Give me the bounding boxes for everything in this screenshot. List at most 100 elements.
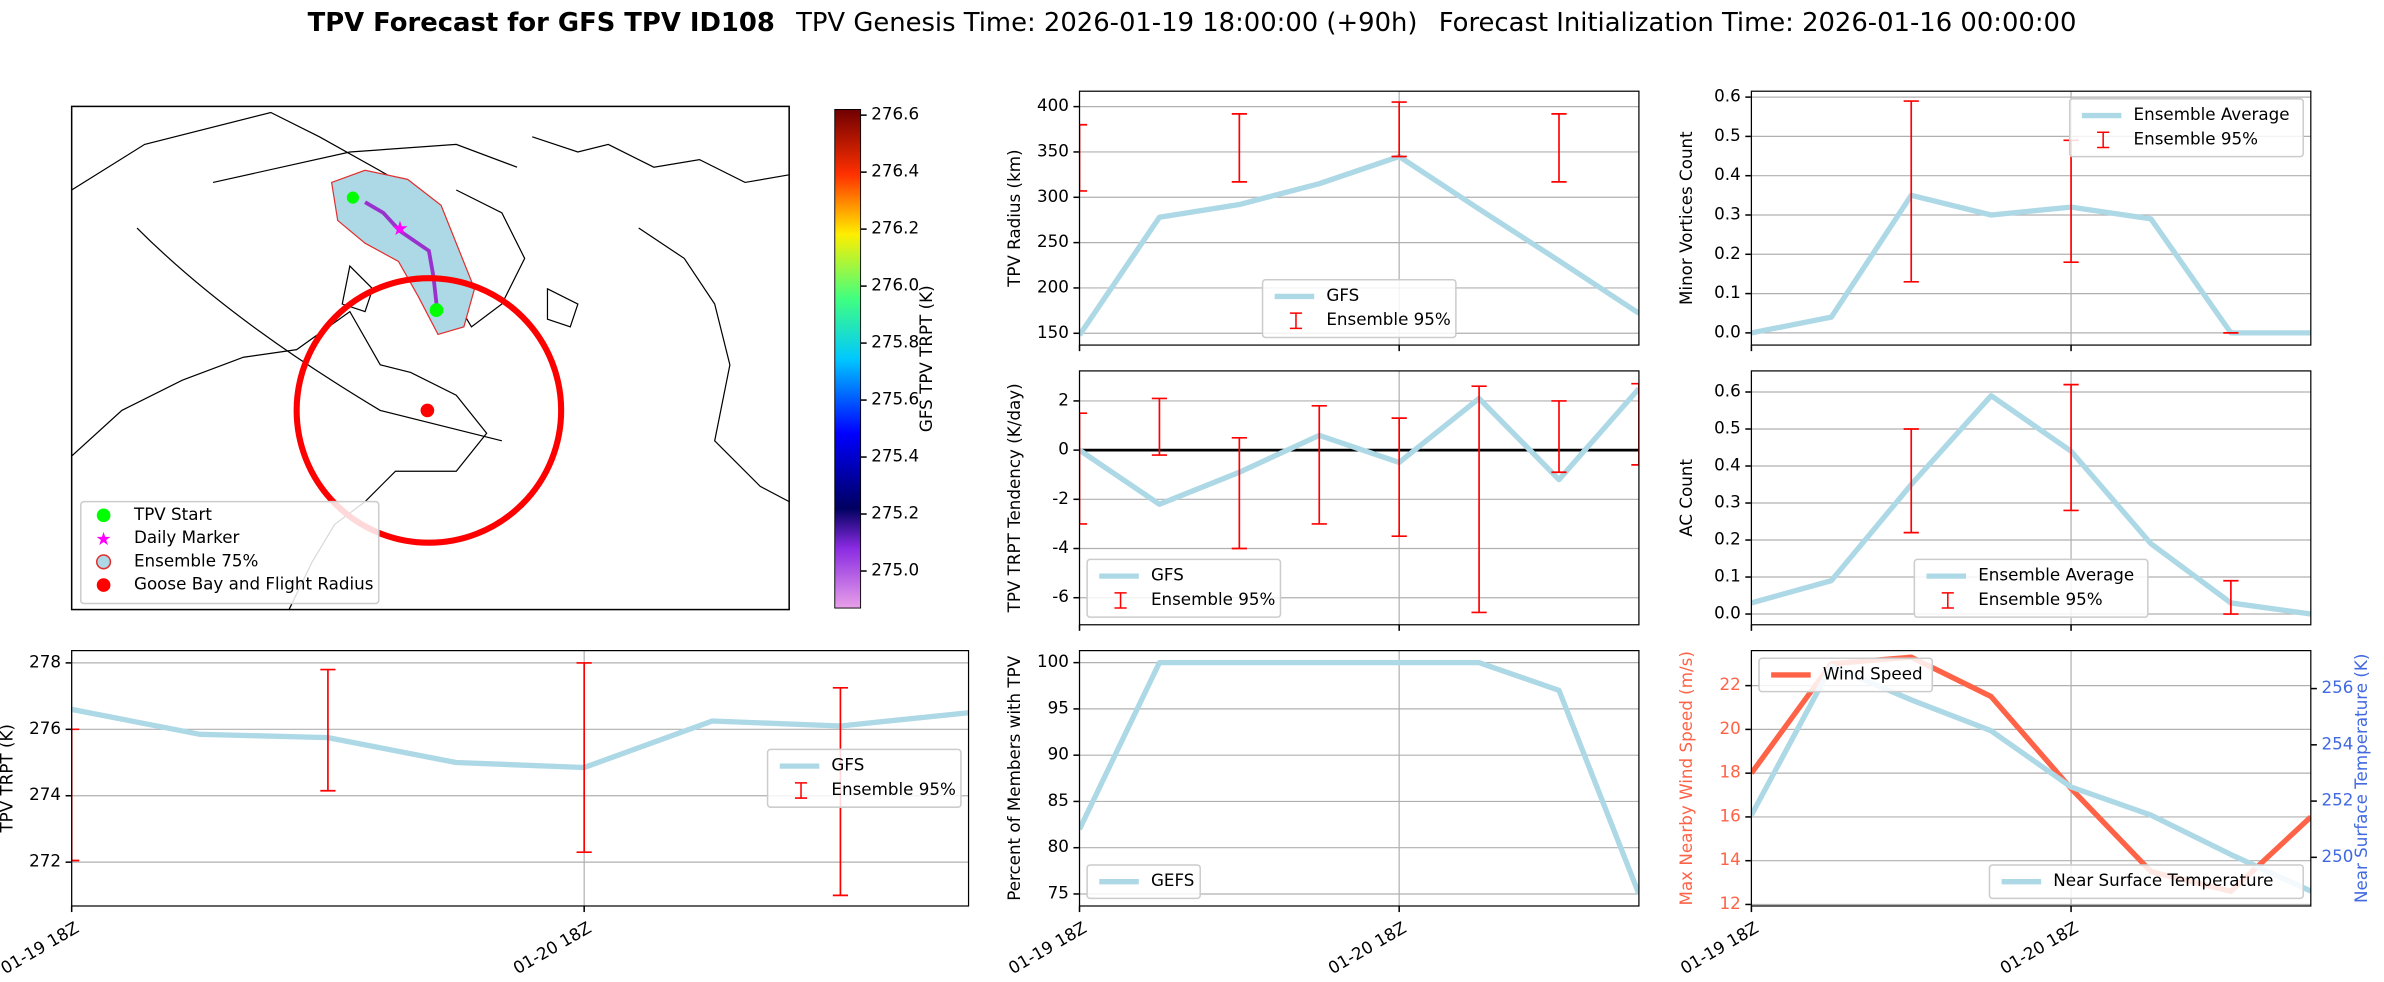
- plot-area: [1079, 382, 1639, 614]
- y-tick-label: 0.1: [1714, 566, 1741, 586]
- y-axis-label: AC Count: [1676, 459, 1696, 537]
- error-bar: [2063, 139, 2079, 263]
- legend-label: Ensemble 95%: [1978, 589, 2102, 609]
- legend-label: Near Surface Temperature: [2053, 870, 2273, 890]
- panel: -6 -4 -2 0 2 TPV TRPT Tendency (K/day) GFS Ense…: [1004, 370, 1640, 631]
- y-tick-label: 100: [1037, 651, 1069, 671]
- axes-frame: [1750, 90, 2312, 346]
- error-bar: [2223, 579, 2239, 615]
- plot-area: [1079, 659, 1639, 895]
- legend-label: Ensemble Average: [1978, 565, 2134, 585]
- legend-label: Ensemble 95%: [1326, 309, 1450, 329]
- axes-frame: [1078, 370, 1640, 626]
- ensemble-75-area: [330, 169, 476, 336]
- error-bar: [2063, 383, 2079, 512]
- y-axis-label: Percent of Members with TPV: [1004, 655, 1024, 901]
- error-bar: [1079, 123, 1088, 192]
- legend-label: Ensemble 95%: [1151, 589, 1275, 609]
- legend-swatch: [1289, 312, 1303, 330]
- error-bar: [1551, 400, 1567, 474]
- error-bar: [1551, 113, 1567, 183]
- y-tick-label: 400: [1037, 95, 1069, 115]
- y-axis-label: TPV TRPT (K): [0, 724, 16, 834]
- panel: 0.0 0.1 0.2 0.3 0.4 0.5 0.6 AC Count Ensemble Av…: [1676, 370, 2312, 631]
- map: ★ TPV Start ★ Daily Marker Ensemble 75% Goos…: [70, 104, 936, 611]
- y2-tick-label: 252: [2321, 790, 2353, 810]
- panel: 150 200 250 300 350 400 TPV Radius (km) GFS Ense…: [1004, 90, 1640, 352]
- y-axis-label: Minor Vortices Count: [1676, 131, 1696, 305]
- y-tick-label: 75: [1048, 882, 1069, 902]
- legend-marker: [95, 554, 112, 570]
- y-tick-label: 85: [1048, 790, 1069, 810]
- error-bar: [1311, 405, 1327, 525]
- series-line: [1751, 192, 2311, 336]
- y-tick-label: 274: [29, 784, 61, 804]
- colorbar-tick-label: 275.2: [871, 503, 919, 523]
- y-tick-label: -6: [1052, 586, 1069, 606]
- legend-label: GFS: [1151, 565, 1184, 585]
- error-bar: [1079, 412, 1088, 525]
- y2-axis-label: Near Surface Temperature (K): [2351, 654, 2371, 903]
- series-line: [1079, 386, 1639, 507]
- legend-label: Ensemble 95%: [831, 779, 955, 799]
- legend-swatch: [794, 782, 808, 799]
- y-tick-label: 278: [29, 651, 61, 671]
- error-bar: [71, 728, 80, 862]
- flight-radius: [293, 275, 565, 546]
- legend-label: Wind Speed: [1823, 663, 1923, 683]
- y-tick-label: 80: [1048, 836, 1069, 856]
- tpv-start: [429, 303, 444, 317]
- axes-frame: [1750, 370, 2312, 626]
- legend-swatch: [1941, 592, 1954, 609]
- legend-marker: [96, 508, 111, 523]
- error-bar: [320, 668, 336, 792]
- y-tick-label: 150: [1037, 322, 1069, 342]
- error-bar: [576, 662, 592, 854]
- y-tick-label: 0.3: [1714, 492, 1741, 512]
- y-tick-label: 0.2: [1714, 243, 1741, 263]
- error-bar: [1391, 417, 1407, 538]
- y-axis-label: TPV TRPT Tendency (K/day): [1004, 383, 1024, 613]
- series-line: [1079, 659, 1639, 895]
- axes-frame: [71, 650, 970, 907]
- error-bar: [1631, 382, 1639, 466]
- panel: 75 80 85 90 95 100 01-19 18Z 01-20 18Z Percent o…: [1004, 650, 1640, 978]
- y-tick-label: 22: [1719, 674, 1740, 694]
- legend-label: Goose Bay and Flight Radius: [134, 574, 373, 594]
- legend-box: [1086, 864, 1201, 900]
- y-tick-label: 0: [1058, 439, 1069, 459]
- y-tick-label: 0.1: [1714, 282, 1741, 302]
- legend-box: [2068, 98, 2304, 158]
- error-bar: [1151, 397, 1168, 456]
- plot-area: [71, 662, 969, 897]
- legend-label: GFS: [1326, 285, 1359, 305]
- legend-marker: ★: [95, 529, 111, 550]
- axes-frame: [1750, 650, 2312, 907]
- error-bar: [1231, 113, 1247, 183]
- x-tick-label: 01-20 18Z: [1996, 917, 2081, 978]
- y-tick-label: 0.4: [1714, 164, 1741, 184]
- y2-tick-label: 250: [2321, 846, 2353, 866]
- y-tick-label: 200: [1037, 276, 1069, 296]
- x-tick-label: 01-19 18Z: [0, 917, 82, 978]
- y-tick-label: 0.4: [1714, 455, 1741, 475]
- y-tick-label: 272: [29, 851, 61, 871]
- colorbar-tick-label: 276.0: [871, 275, 919, 295]
- y2-tick-label: 254: [2321, 733, 2353, 753]
- legend-box: [1758, 657, 1934, 693]
- y-tick-label: 276: [29, 718, 61, 738]
- legend-label: Ensemble 95%: [2134, 128, 2258, 148]
- tpv-start: [346, 191, 359, 204]
- y-tick-label: 350: [1037, 140, 1069, 160]
- y-tick-label: 16: [1719, 805, 1740, 825]
- daily-marker: ★: [391, 217, 409, 240]
- colorbar-label: GFS TPV TRPT (K): [916, 285, 936, 432]
- panel: 272 274 276 278 01-19 18Z 01-20 18Z TPV TRPT (…: [0, 650, 970, 978]
- colorbar-tick-label: 276.6: [871, 104, 919, 124]
- colorbar-tick-label: 276.2: [871, 218, 919, 238]
- figure-title: TPV Forecast for GFS TPV ID108 TPV Genesi…: [308, 7, 2077, 37]
- y-tick-label: 0.6: [1714, 86, 1741, 106]
- panel: 12 14 16 18 20 22 250 252 254 256 01-19 18Z 01-20 1…: [1676, 650, 2371, 978]
- x-tick-label: 01-20 18Z: [509, 917, 594, 978]
